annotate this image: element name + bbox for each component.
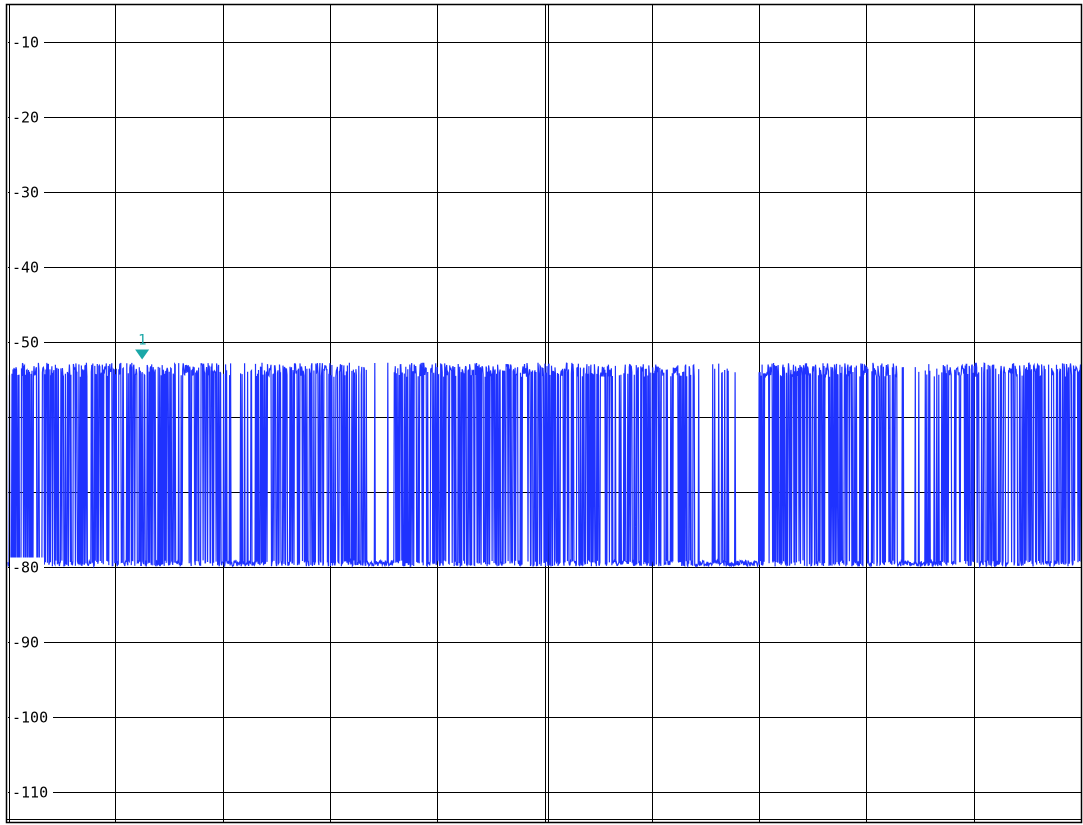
- y-tick-label: -50: [12, 334, 39, 352]
- y-tick-label: -80: [12, 559, 39, 577]
- y-tick-label-bg: [9, 257, 44, 278]
- measurement-trace: [7, 362, 1082, 569]
- y-tick-label: -100: [12, 709, 48, 727]
- y-tick-label-bg: [9, 782, 53, 803]
- marker-label: 1: [138, 333, 146, 349]
- y-tick-label-bg: [9, 632, 44, 653]
- y-tick-label: -30: [12, 184, 39, 202]
- y-axis-tick-labels: -10 -20 -30 -40 -50 -80 -90 -100 -110: [9, 32, 53, 803]
- y-tick-label-bg: [9, 32, 44, 53]
- y-tick-label-bg: [9, 707, 53, 728]
- grid-horizontal-lines: [8, 42, 1081, 793]
- y-tick-label-bg: [9, 182, 44, 203]
- y-tick-label: -40: [12, 259, 39, 277]
- marker-triangle[interactable]: [135, 349, 150, 360]
- y-tick-label-bg: [9, 557, 44, 578]
- y-tick-label-bg: [9, 107, 44, 128]
- trace-line: [7, 362, 1082, 569]
- y-tick-label: -10: [12, 34, 39, 52]
- y-tick-label-bg: [9, 332, 44, 353]
- marker-1[interactable]: 1: [135, 333, 150, 360]
- plot-frame: [5, 3, 1083, 824]
- y-tick-label: -110: [12, 784, 48, 802]
- y-tick-label: -90: [12, 634, 39, 652]
- y-tick-label: -20: [12, 109, 39, 127]
